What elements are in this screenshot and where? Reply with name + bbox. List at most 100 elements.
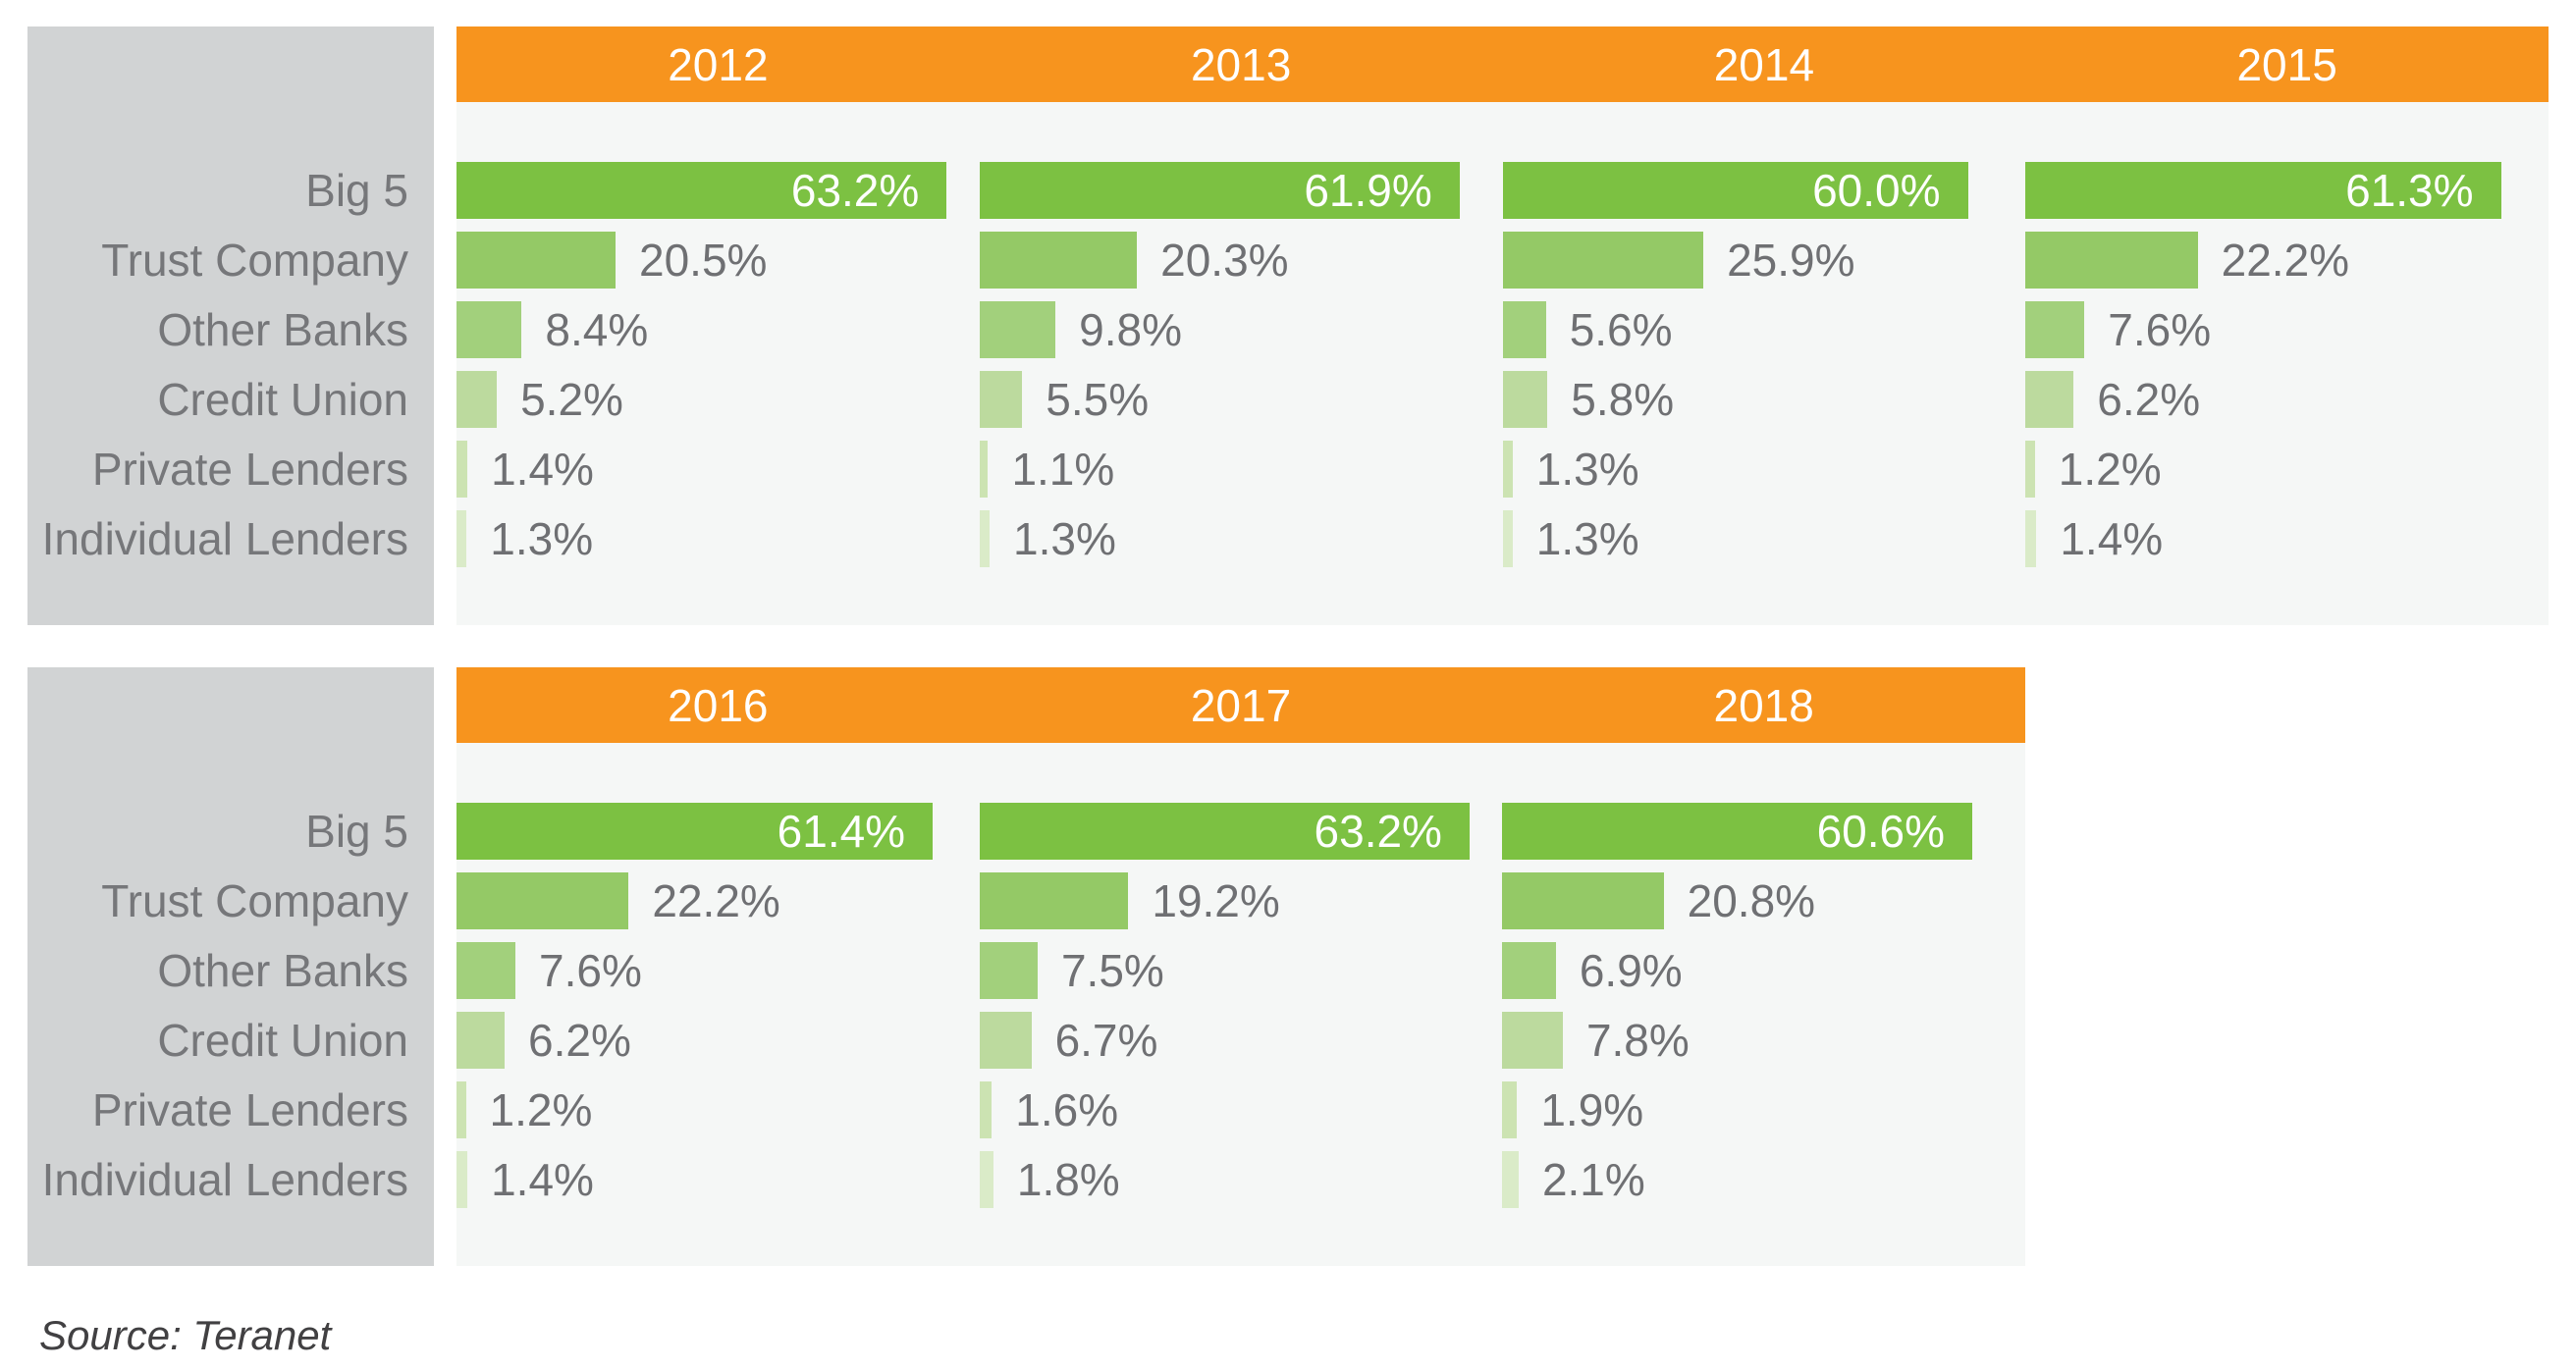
bar-value-label: 5.2% (520, 374, 623, 425)
source-note: Source: Teranet (39, 1312, 332, 1358)
bar-2013-trust-company (979, 232, 1138, 289)
bar-2013-other-banks (979, 301, 1056, 358)
bar-2016-trust-company (456, 872, 629, 929)
year-header-label: 2014 (1713, 38, 1815, 90)
bar-2017-trust-company (979, 872, 1129, 929)
category-label: Private Lenders (91, 444, 408, 495)
year-column-2013: 61.9% 20.3% 9.8% 5.5% 1.1% 1.3% (979, 102, 1503, 625)
bar-2014-trust-company (1502, 232, 1704, 289)
category-label: Credit Union (157, 374, 408, 425)
bar-value-label: 1.8% (1016, 1154, 1120, 1205)
category-label: Trust Company (101, 875, 408, 926)
bar-value-label: 1.9% (1540, 1084, 1644, 1135)
bar-2018-big-5: 60.6% (1502, 803, 1973, 860)
year-header-label: 2015 (2236, 38, 2337, 90)
bar-value-label: 60.6% (1816, 806, 1946, 857)
bar-row: 20.5% (456, 232, 980, 289)
bar-value-label: 61.4% (777, 806, 906, 857)
year-column-2014: 60.0% 25.9% 5.6% 5.8% 1.3% 1.3% (1502, 102, 2026, 625)
bar-row: 6.9% (1502, 942, 2025, 999)
year-column-2018: 60.6% 20.8% 6.9% 7.8% 1.9% 2.1% (1502, 743, 2025, 1266)
chart-area: 2016 2017 2018 61.4% 22.2% 7.6% 6.2% 1.2% 1.4% 63… (456, 667, 2025, 1266)
bar-value-label: 1.1% (1011, 444, 1115, 495)
bar-2015-other-banks (2025, 301, 2085, 358)
bar-value-label: 1.4% (491, 1154, 594, 1205)
bar-value-label: 20.8% (1687, 875, 1816, 926)
bar-row: 9.8% (979, 301, 1503, 358)
bar-value-label: 1.3% (1535, 513, 1639, 564)
bar-row: 19.2% (979, 872, 1503, 929)
bar-value-label: 25.9% (1727, 235, 1855, 286)
bar-2017-private-lenders (979, 1081, 993, 1138)
bar-row: 60.0% (1502, 162, 2026, 219)
chart-block-top: Big 5 Trust Company Other Banks Credit Unio… (27, 26, 2549, 625)
category-label: Other Banks (157, 945, 408, 996)
bar-row: 22.2% (2025, 232, 2549, 289)
year-column-2017: 63.2% 19.2% 7.5% 6.7% 1.6% 1.8% (979, 743, 1503, 1266)
bar-row: 8.4% (456, 301, 980, 358)
bar-value-label: 1.4% (491, 444, 594, 495)
year-header-label: 2012 (668, 38, 769, 90)
bar-2016-individual-lenders (456, 1151, 468, 1208)
bar-2012-credit-union (456, 371, 498, 428)
bar-row: 6.2% (456, 1012, 980, 1069)
category-label: Big 5 (305, 165, 408, 216)
bar-2013-individual-lenders (979, 510, 991, 567)
bar-2018-private-lenders (1502, 1081, 1518, 1138)
bar-value-label: 6.9% (1579, 945, 1683, 996)
bar-2016-credit-union (456, 1012, 505, 1069)
year-column-2016: 61.4% 22.2% 7.6% 6.2% 1.2% 1.4% (456, 743, 980, 1266)
bar-row: 1.2% (2025, 441, 2549, 498)
bar-row: 1.6% (979, 1081, 1503, 1138)
bar-row: 1.3% (979, 510, 1503, 567)
bar-row: 5.5% (979, 371, 1503, 428)
bar-value-label: 63.2% (1314, 806, 1442, 857)
plot-area: 63.2% 20.5% 8.4% 5.2% 1.4% 1.3% 61.9% 20.3% 9.8%… (456, 102, 2549, 625)
bar-2016-private-lenders (456, 1081, 466, 1138)
bar-value-label: 9.8% (1079, 304, 1182, 355)
bar-value-label: 5.5% (1046, 374, 1150, 425)
bar-row: 61.3% (2025, 162, 2549, 219)
bar-row: 7.6% (2025, 301, 2549, 358)
bar-2018-credit-union (1502, 1012, 1563, 1069)
bar-2012-big-5: 63.2% (456, 162, 947, 219)
bar-2017-individual-lenders (979, 1151, 993, 1208)
bar-value-label: 1.2% (2058, 444, 2162, 495)
bar-row: 63.2% (979, 803, 1503, 860)
bar-2013-credit-union (979, 371, 1023, 428)
chart-area: 2012 2013 2014 2015 63.2% 20.5% 8.4% 5.2% 1.4% 1.… (456, 26, 2549, 625)
year-header-label: 2018 (1713, 679, 1814, 731)
bar-value-label: 1.3% (1013, 513, 1116, 564)
bar-2016-other-banks (456, 942, 515, 999)
bar-value-label: 60.0% (1812, 165, 1941, 216)
bar-value-label: 1.2% (489, 1084, 593, 1135)
bar-value-label: 6.2% (2097, 374, 2201, 425)
bar-2012-private-lenders (456, 441, 468, 498)
bar-row: 1.1% (979, 441, 1503, 498)
bar-value-label: 1.3% (490, 513, 594, 564)
bar-2015-private-lenders (2025, 441, 2035, 498)
bar-2014-private-lenders (1502, 441, 1513, 498)
bar-2016-big-5: 61.4% (456, 803, 934, 860)
bar-2017-other-banks (979, 942, 1038, 999)
year-header-label: 2016 (668, 679, 769, 731)
bar-value-label: 8.4% (545, 304, 649, 355)
bar-2015-individual-lenders (2025, 510, 2037, 567)
bar-row: 7.5% (979, 942, 1503, 999)
bar-row: 20.3% (979, 232, 1503, 289)
category-label: Individual Lenders (41, 1154, 408, 1205)
category-label: Other Banks (157, 304, 408, 355)
bar-row: 5.2% (456, 371, 980, 428)
bar-2014-credit-union (1502, 371, 1548, 428)
bar-2012-other-banks (456, 301, 522, 358)
bar-row: 1.4% (456, 1151, 980, 1208)
chart-block-bottom: Big 5 Trust Company Other Banks Credit Unio… (27, 667, 2549, 1266)
bar-row: 1.3% (456, 510, 980, 567)
bar-row: 5.8% (1502, 371, 2026, 428)
bar-2015-big-5: 61.3% (2025, 162, 2501, 219)
bar-value-label: 5.6% (1569, 304, 1673, 355)
plot-area: 61.4% 22.2% 7.6% 6.2% 1.2% 1.4% 63.2% 19.2% 7.5%… (456, 743, 2025, 1266)
bar-value-label: 7.6% (2108, 304, 2212, 355)
bar-value-label: 1.4% (2060, 513, 2164, 564)
